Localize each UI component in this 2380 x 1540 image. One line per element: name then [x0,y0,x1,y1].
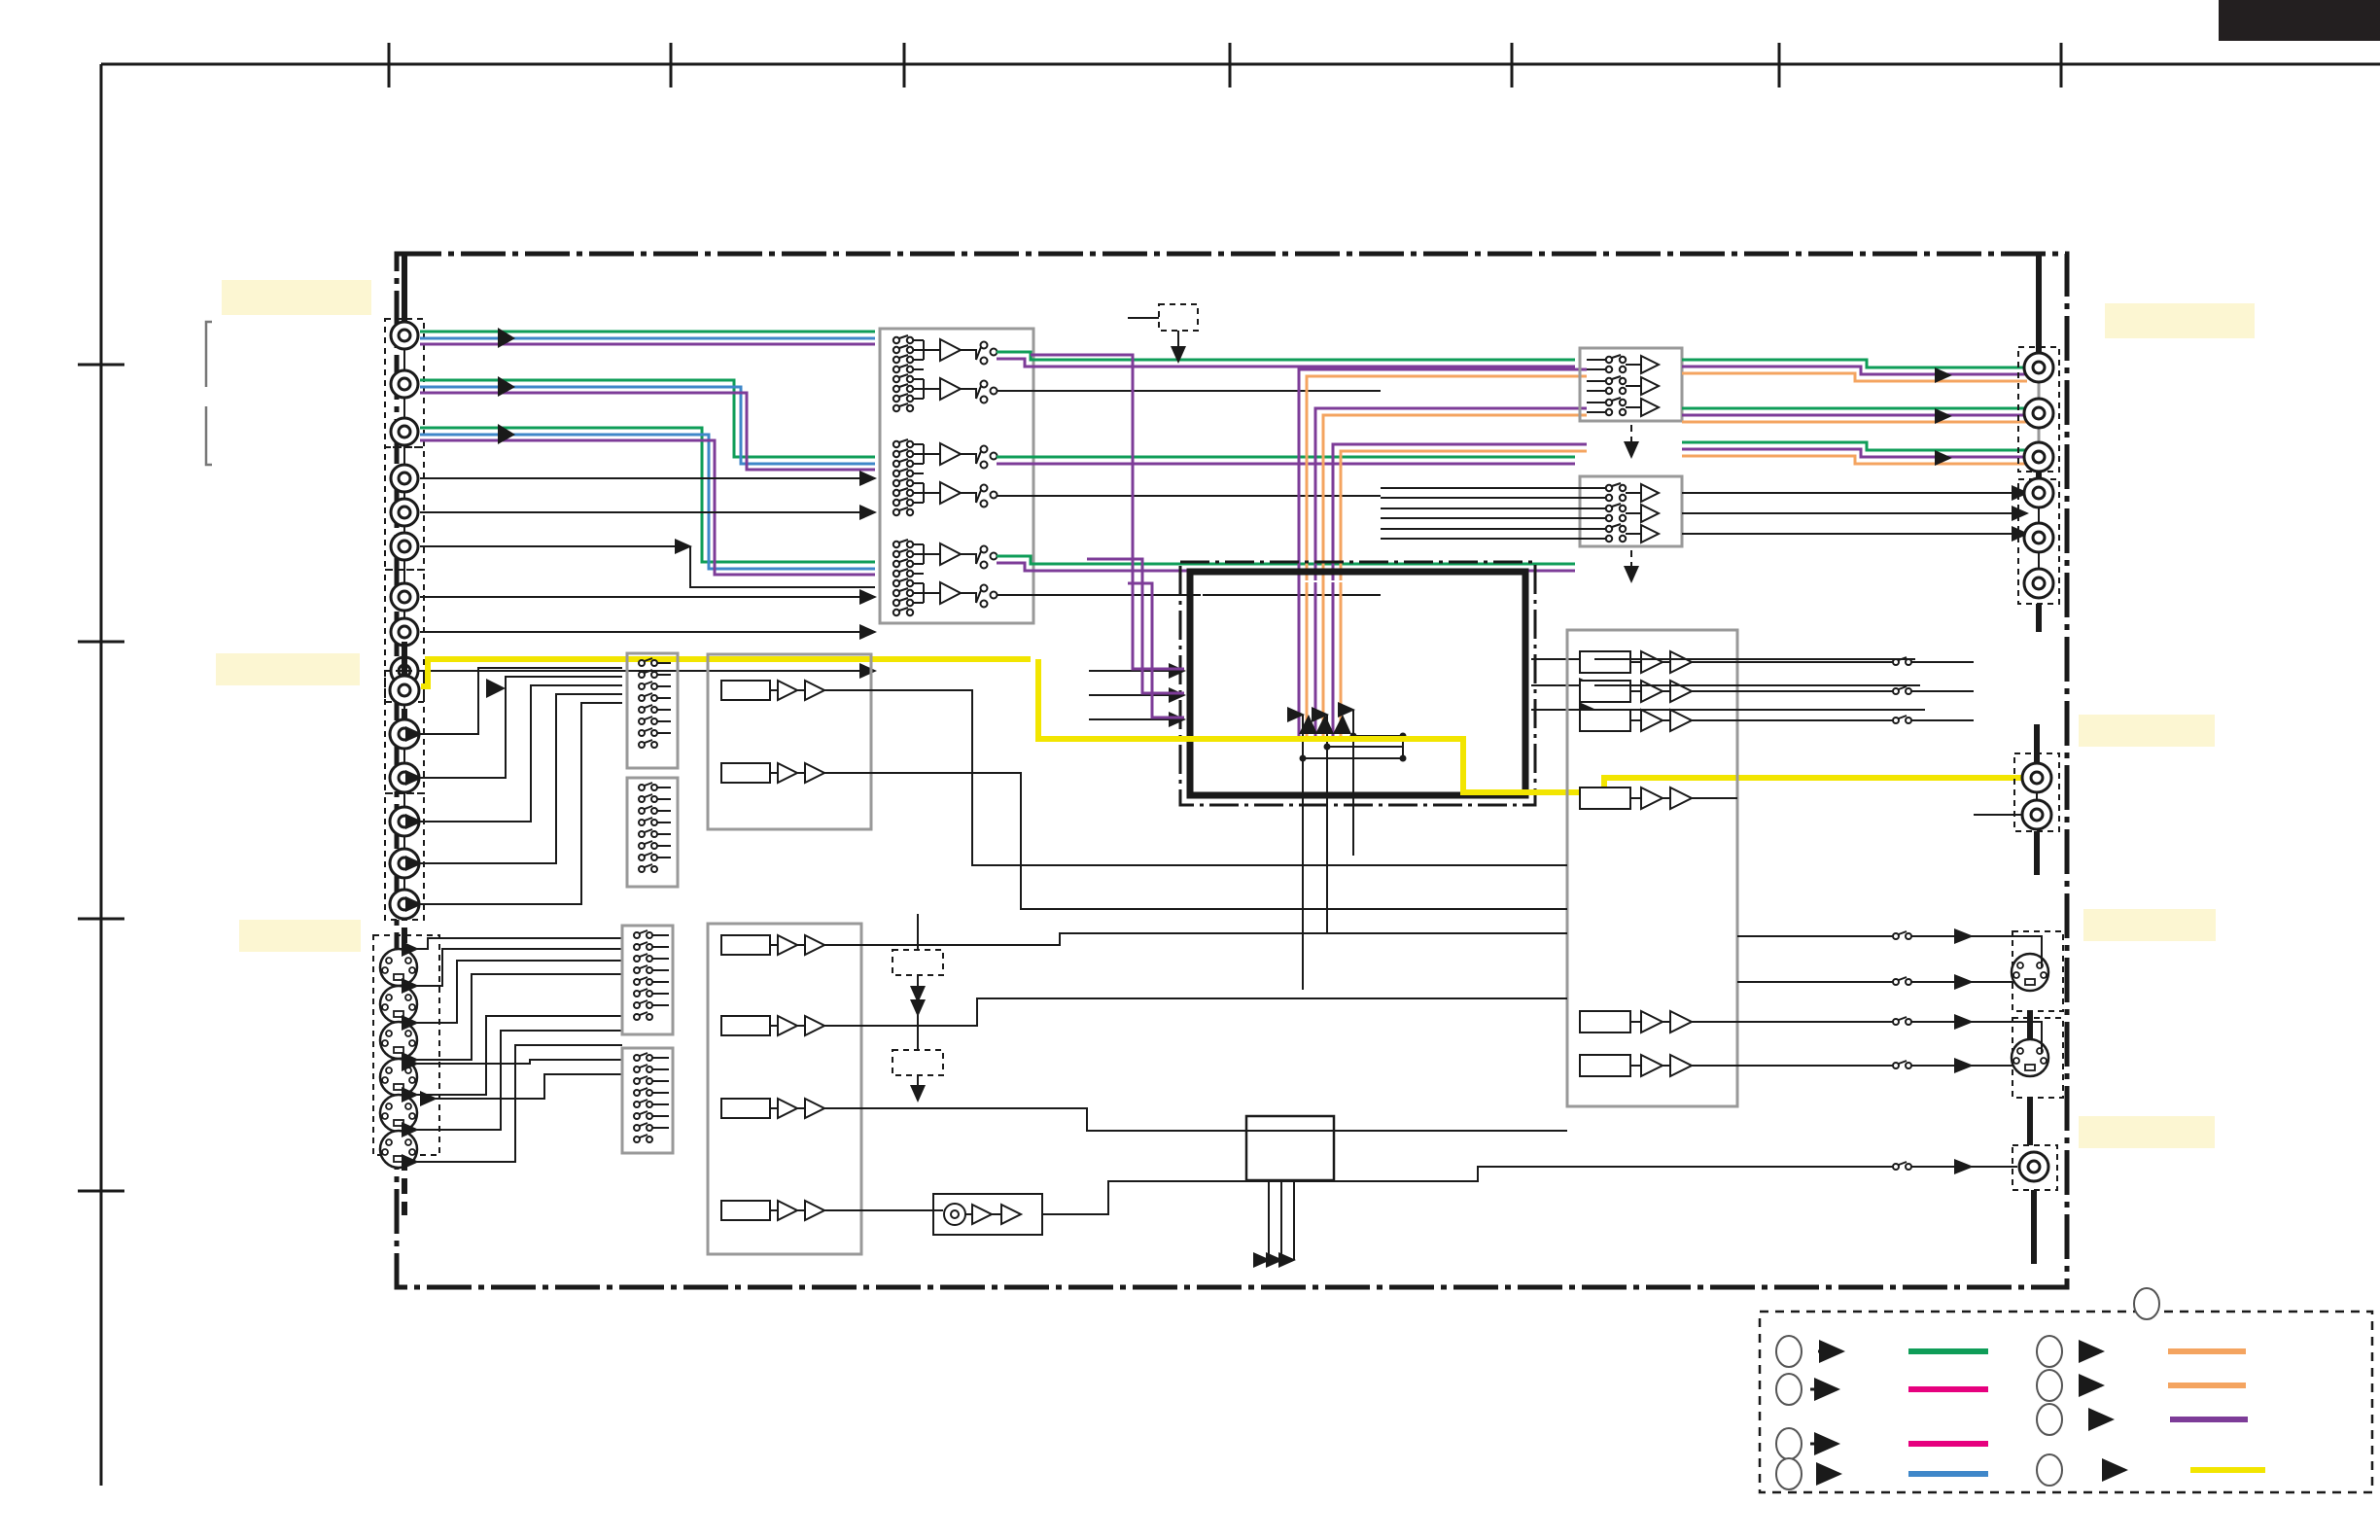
frame-tick-marks-left [78,363,124,1193]
sheet-frame [78,43,2380,1486]
mid-return-paths [1594,658,1925,711]
processor-purple-feed [1031,353,1184,719]
frame-tick-marks-top [387,43,2063,88]
legend-entry[interactable] [2036,1403,2248,1436]
yellow-signal-return [1035,659,2024,795]
label-top-right [2105,303,2255,338]
legend-entry[interactable] [1775,1427,1988,1460]
legend-entry[interactable] [1775,1335,1988,1368]
label-low-right [2083,909,2216,941]
processor-inputs [1089,663,1186,727]
legend-entry[interactable] [2036,1369,2246,1402]
output-connector-din-a[interactable] [2010,930,2064,1042]
label-mid-left [216,653,360,685]
switch-amp-module-right-mid[interactable] [1381,474,1684,583]
right-output-plainlines [1682,485,2029,542]
riser-bundle-purple-orange [1297,368,1587,739]
legend-entry[interactable] [2036,1453,2265,1487]
yellow-signal-path [421,656,1031,689]
bottom-return-paths [861,689,1893,1215]
buffer-module-bottom[interactable] [706,922,863,1256]
label-top-left [222,280,371,315]
processor-vertical-rails [1302,724,1354,990]
switch-amp-module-right-top[interactable] [1578,346,1684,459]
right-rail-arrowheads [1954,928,1974,1174]
legend-entry[interactable] [2036,1335,2246,1368]
din-connector[interactable] [378,1020,419,1061]
module-output-bundle-b [997,455,1575,466]
output-amp-module-right[interactable] [1565,628,1739,1108]
legend-entry[interactable] [1775,1373,1988,1406]
relay-module-bottom-b[interactable] [620,1046,675,1155]
label-mid-right [2079,715,2215,747]
right-output-bundle-2 [1682,406,2027,424]
misc-box-bottom[interactable] [1244,1114,1336,1268]
din-connector[interactable] [378,947,419,988]
switch-amp-module-top[interactable] [878,327,1035,625]
control-box-lower[interactable] [892,999,944,1102]
processor-module[interactable] [1089,560,1596,990]
output-connector-bank-top[interactable] [2017,255,2060,473]
right-bundle-arrowheads [1935,368,1952,466]
legend-marker-top[interactable] [2133,1287,2160,1320]
right-rail-switches [1737,656,2017,1171]
relay-module-bottom-a[interactable] [620,924,675,1036]
input-connector-bank-bottom[interactable] [372,934,440,1215]
yellow-arrowhead [486,679,506,698]
right-output-bundle-1 [1682,358,2027,383]
input-signal-lines-mid [405,667,622,912]
label-bottom-right [2079,1116,2215,1148]
opto-module[interactable] [932,1193,1043,1236]
control-box-upper[interactable] [892,914,944,1003]
din-connector[interactable] [378,984,419,1025]
group-bracket-upper [204,320,212,387]
routed-line [689,546,875,588]
group-bracket-lower [204,406,212,467]
output-connector-single[interactable] [2012,1144,2058,1264]
right-output-bundle-3 [1682,440,2027,466]
label-bottom-left [239,920,361,952]
bottom-bank-routing [402,937,622,1170]
title-block-redaction [2219,0,2380,41]
output-connector-bank-mid[interactable] [1974,724,2060,875]
bundle-row-2 [420,378,875,472]
bundle-row-3 [420,426,875,577]
legend-column-2 [2036,1287,2265,1487]
input-connector-bank-mid[interactable] [384,642,425,958]
relay-module-mid-left-2[interactable] [625,776,680,889]
legend-entry[interactable] [1775,1457,1988,1490]
input-jacks-column[interactable] [389,463,420,686]
din-connector[interactable] [378,1129,419,1170]
control-box-top-center[interactable] [1128,303,1199,364]
bundle-arrowheads [498,328,515,444]
din-connector[interactable] [378,1057,419,1098]
buffer-module-mid[interactable] [706,652,873,831]
legend-panel [1758,1287,2374,1494]
relay-module-mid-left[interactable] [625,651,680,770]
output-connector-din-b[interactable] [2010,1017,2064,1145]
legend-column-1 [1775,1335,1988,1490]
output-connector-bank-upper-mid[interactable] [2017,472,2060,632]
din-connector[interactable] [378,1093,419,1134]
bundle-row-1 [420,330,875,346]
